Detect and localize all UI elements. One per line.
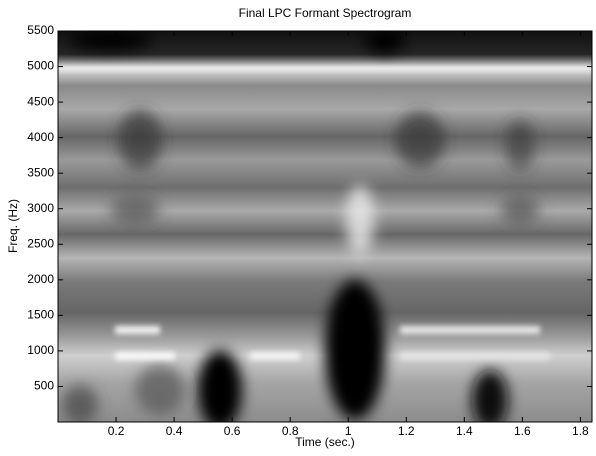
x-tick-label: 1.8 xyxy=(572,424,589,438)
y-tick-label: 5500 xyxy=(27,23,54,37)
y-tick-label: 4000 xyxy=(27,130,54,144)
y-tick-label: 500 xyxy=(34,379,54,393)
y-tick-label: 1500 xyxy=(27,308,54,322)
y-tick-label: 5000 xyxy=(27,59,54,73)
y-tick-label: 3000 xyxy=(27,201,54,215)
y-tick-label: 2000 xyxy=(27,272,54,286)
y-tick-label: 1000 xyxy=(27,343,54,357)
spectrogram-image xyxy=(58,31,592,422)
x-tick-label: 1.2 xyxy=(398,424,415,438)
x-tick-label: 1.6 xyxy=(514,424,531,438)
y-tick-label: 3500 xyxy=(27,165,54,179)
y-tick-label: 2500 xyxy=(27,236,54,250)
x-tick-label: 0.8 xyxy=(282,424,299,438)
y-tick-label: 4500 xyxy=(27,94,54,108)
chart-title: Final LPC Formant Spectrogram xyxy=(239,6,412,20)
x-axis-label: Time (sec.) xyxy=(295,435,355,449)
y-axis-label: Freq. (Hz) xyxy=(6,199,20,253)
x-tick-label: 1.4 xyxy=(456,424,473,438)
x-tick-label: 0.4 xyxy=(166,424,183,438)
x-tick-label: 0.6 xyxy=(224,424,241,438)
plot-frame xyxy=(57,30,593,423)
x-tick-label: 0.2 xyxy=(108,424,125,438)
x-tick-label: 1 xyxy=(345,424,352,438)
